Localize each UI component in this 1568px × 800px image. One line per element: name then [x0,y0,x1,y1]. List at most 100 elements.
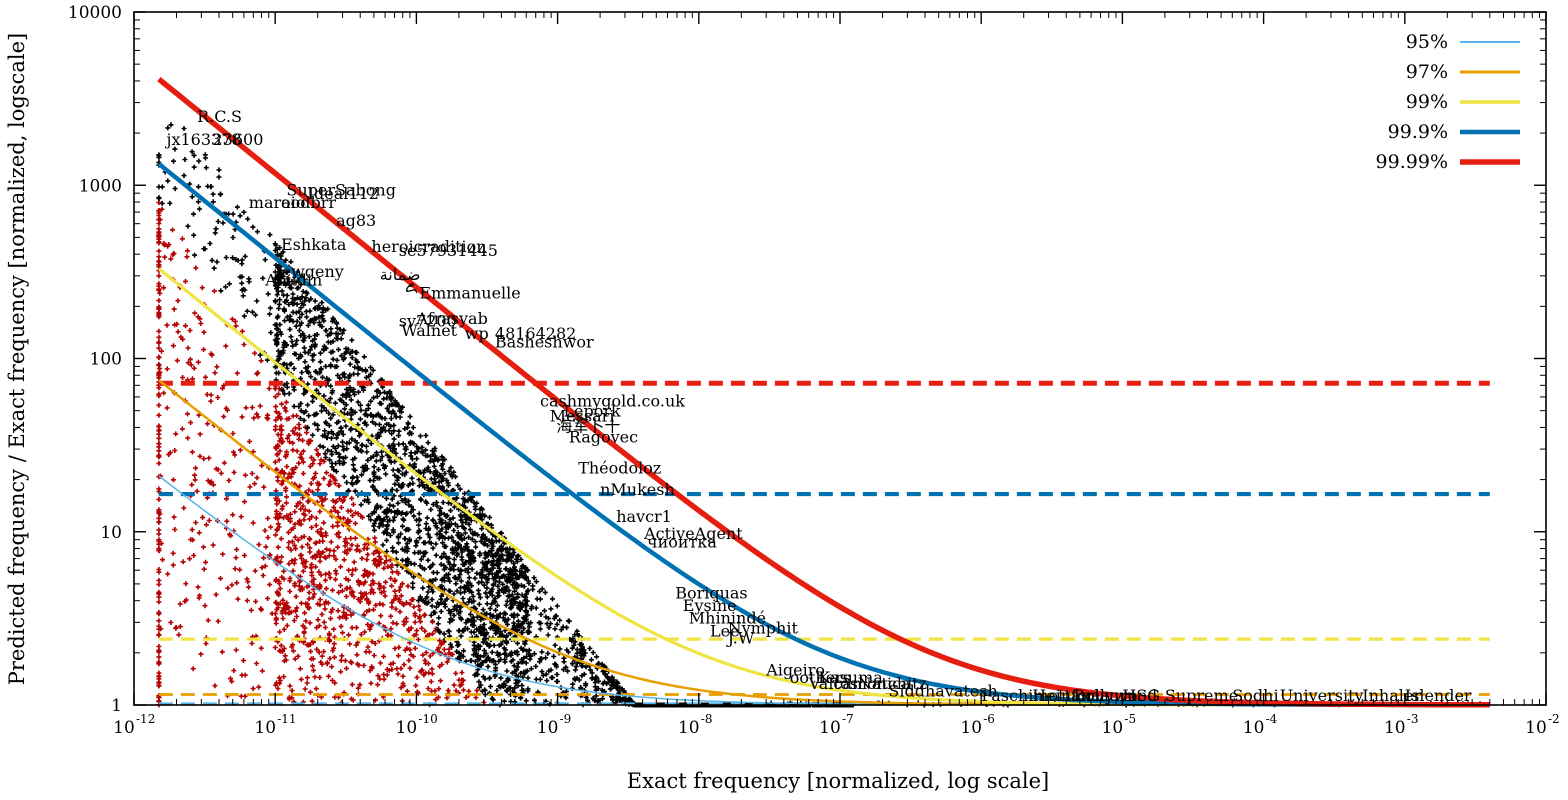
scatter-point [338,657,344,663]
scatter-point [195,359,201,365]
scatter-point [425,633,430,638]
scatter-point [464,541,470,547]
scatter-point [272,459,278,465]
scatter-point [348,659,354,665]
scatter-point [466,521,472,527]
scatter-point [578,685,584,690]
scatter-point [571,642,577,648]
scatter-point [320,444,326,450]
scatter-point [345,390,351,396]
scatter-point [273,495,279,501]
scatter-point [462,567,468,573]
scatter-point [267,305,273,311]
scatter-point [276,356,282,362]
scatter-point [399,471,405,477]
scatter-point [450,538,456,544]
scatter-point [349,495,355,501]
scatter-point [156,239,162,245]
scatter-point [364,557,370,563]
scatter-point [546,615,551,621]
scatter-point [276,306,282,311]
scatter-point [460,520,466,526]
scatter-point [333,576,338,582]
scatter-point [473,544,479,550]
scatter-point [391,436,397,442]
scatter-point [215,467,221,473]
scatter-point [156,548,162,554]
scatter-point [375,682,381,688]
scatter-point [360,514,365,520]
scatter-point [370,483,376,489]
scatter-point [587,645,593,651]
scatter-point [156,435,162,441]
scatter-point [302,610,308,616]
scatter-point [377,660,383,666]
scatter-point [351,559,357,565]
scatter-point [393,549,399,555]
scatter-point [461,525,467,531]
scatter-point [421,672,427,678]
scatter-point [175,298,181,304]
scatter-point [404,541,410,547]
scatter-point [465,626,470,632]
scatter-point [174,358,180,364]
scatter-point [409,504,414,510]
scatter-point [247,439,252,444]
x-tick-label: 10 [1525,718,1547,738]
x-tick-label-exponent: -12 [136,712,155,726]
scatter-point [384,390,390,396]
scatter-point [401,622,407,627]
scatter-point [312,341,318,347]
scatter-point [403,544,409,550]
scatter-point [491,642,497,648]
scatter-point [230,512,236,518]
scatter-point [437,663,443,669]
scatter-point [479,517,485,523]
scatter-point [450,515,456,521]
scatter-point [318,366,324,371]
point-label: ActiveAgent [643,524,743,543]
scatter-point [332,634,338,640]
scatter-point [539,669,545,675]
scatter-point [521,626,527,632]
scatter-point [198,651,204,657]
scatter-point [277,329,283,335]
scatter-point [355,685,361,691]
scatter-point [504,687,509,693]
scatter-point [480,639,486,645]
scatter-point [479,630,484,636]
scatter-point [531,651,537,657]
scatter-point [337,327,343,332]
scatter-point [385,564,391,570]
scatter-point [471,604,477,610]
scatter-point [410,481,416,486]
scatter-point [319,661,325,667]
scatter-point [314,646,320,652]
scatter-point [391,422,397,428]
scatter-point [398,511,404,517]
scatter-point [497,611,503,617]
scatter-point [526,624,532,630]
scatter-point [277,586,283,592]
scatter-point [297,315,303,321]
scatter-point [298,333,304,338]
scatter-point [372,474,378,479]
scatter-point [523,660,529,666]
scatter-point [438,642,444,648]
scatter-point [302,298,308,304]
scatter-point [513,575,519,581]
scatter-point [484,630,490,636]
scatter-point [376,467,381,472]
scatter-point [396,441,402,447]
scatter-point [156,385,162,391]
scatter-point [267,311,273,317]
scatter-point [328,435,334,441]
scatter-point [308,296,314,302]
scatter-point [244,308,250,314]
scatter-point [301,391,307,397]
scatter-point [467,527,473,533]
scatter-point [291,470,297,475]
scatter-point [330,444,336,449]
scatter-point [414,456,420,462]
scatter-point [370,419,375,425]
